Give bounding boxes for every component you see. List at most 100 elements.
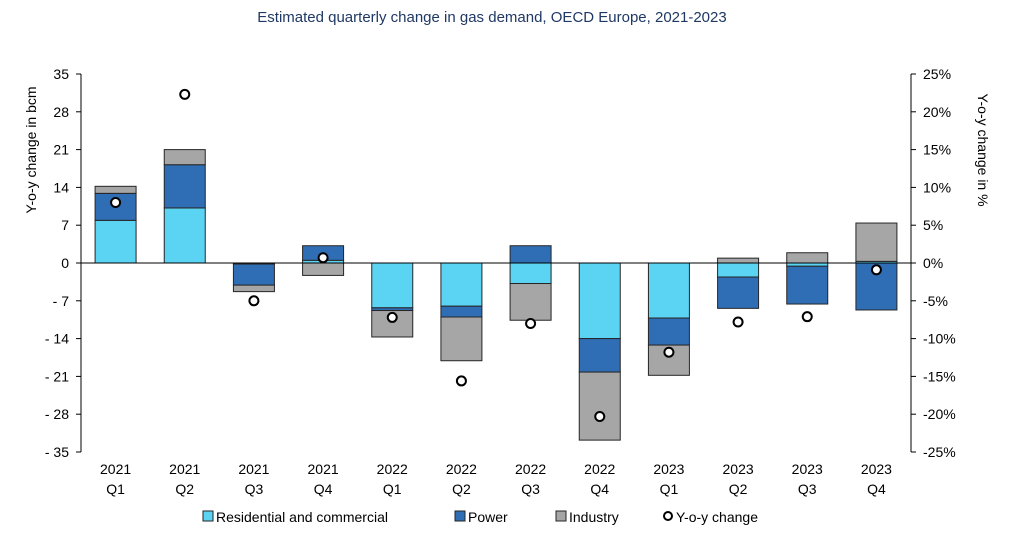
left-tick-label: 21 (53, 142, 69, 158)
x-tick-label-quarter: Q1 (660, 481, 679, 497)
yoy-point (525, 317, 537, 329)
legend-swatch (555, 510, 567, 522)
right-tick-label: 25% (923, 66, 951, 82)
x-tick-label-year: 2022 (446, 461, 477, 477)
x-tick-label-quarter: Q3 (245, 481, 264, 497)
bar-segment (717, 262, 760, 278)
yoy-point (801, 311, 813, 323)
legend-swatch (202, 510, 214, 522)
chart-title: Estimated quarterly change in gas demand… (257, 9, 726, 26)
right-axis-ticks: 25% 20% 15% 10% 5% 0% -5% -10% -15% -20% -25% (911, 66, 956, 460)
x-tick-label-quarter: Q3 (798, 481, 817, 497)
y-axis-label: Y-o-y change in bcm (23, 86, 39, 213)
left-tick-label: - 14 (45, 331, 69, 347)
right-tick-label: 5% (923, 217, 943, 233)
x-tick-label-quarter: Q4 (590, 481, 609, 497)
left-axis-ticks: 35 28 21 14 7 0 - 7 - 14 - 21 - 28 - 35 (45, 66, 81, 460)
bar-segment (440, 262, 483, 307)
bar-segment (509, 262, 552, 285)
yoy-point (870, 264, 882, 276)
yoy-point (248, 295, 260, 307)
bar-segment (578, 371, 621, 441)
legend: Residential and commercial Power Industry Y… (202, 509, 758, 525)
right-tick-label: 0% (923, 255, 943, 271)
x-tick-label-quarter: Q1 (106, 481, 125, 497)
bar-segment (578, 338, 621, 373)
bar-segment (163, 207, 206, 264)
x-tick-label-year: 2023 (723, 461, 754, 477)
left-tick-label: - 21 (45, 368, 69, 384)
bar-segment (232, 263, 275, 286)
right-tick-label: -10% (923, 331, 956, 347)
left-tick-label: 0 (61, 255, 69, 271)
y2-axis-label: Y-o-y change in % (975, 93, 991, 206)
bar-segment (786, 252, 829, 264)
bar-segment (163, 164, 206, 209)
x-tick-label-year: 2023 (792, 461, 823, 477)
bar-segment (94, 219, 137, 264)
left-tick-label: 28 (53, 104, 69, 120)
yoy-point (110, 197, 122, 209)
legend-swatch (454, 510, 466, 522)
yoy-point (663, 346, 675, 358)
bar-segment (302, 262, 345, 276)
x-tick-label-quarter: Q4 (867, 481, 886, 497)
x-axis-labels: 2021 Q1 2021 Q2 2021 Q3 2021 Q4 2022 Q1 2022 Q2 2022… (100, 461, 892, 497)
yoy-points (110, 88, 882, 422)
right-tick-label: -25% (923, 444, 956, 460)
right-tick-label: -20% (923, 406, 956, 422)
x-tick-label-quarter: Q2 (452, 481, 471, 497)
bar-segment (647, 262, 690, 319)
yoy-point (455, 375, 467, 387)
x-tick-label-year: 2022 (377, 461, 408, 477)
yoy-point (732, 316, 744, 328)
left-tick-label: - 35 (45, 444, 69, 460)
x-tick-label-year: 2023 (861, 461, 892, 477)
bar-segment (509, 245, 552, 264)
right-tick-label: -5% (923, 293, 948, 309)
x-tick-label-year: 2022 (515, 461, 546, 477)
yoy-point (386, 311, 398, 323)
bars-layer (94, 149, 898, 441)
x-tick-label-year: 2021 (169, 461, 200, 477)
legend-label: Industry (569, 509, 619, 525)
yoy-point (317, 252, 329, 264)
bar-segment (786, 265, 829, 305)
x-tick-label-year: 2023 (653, 461, 684, 477)
bar-segment (440, 305, 483, 318)
left-tick-label: - 28 (45, 406, 69, 422)
x-tick-label-year: 2022 (584, 461, 615, 477)
left-tick-label: 14 (53, 179, 69, 195)
x-tick-label-quarter: Q2 (175, 481, 194, 497)
left-tick-label: - 7 (53, 293, 70, 309)
bar-segment (509, 283, 552, 321)
bar-segment (440, 316, 483, 362)
bar-segment (371, 262, 414, 309)
yoy-point (179, 88, 191, 100)
legend-label: Power (468, 509, 508, 525)
x-tick-label-quarter: Q4 (314, 481, 333, 497)
bar-segment (717, 257, 760, 264)
left-tick-label: 7 (61, 217, 69, 233)
bar-segment (717, 276, 760, 309)
bar-segment (163, 149, 206, 166)
x-tick-label-year: 2021 (308, 461, 339, 477)
x-tick-label-quarter: Q3 (521, 481, 540, 497)
x-tick-label-quarter: Q2 (729, 481, 748, 497)
left-tick-label: 35 (53, 66, 69, 82)
bar-segment (578, 262, 621, 340)
legend-marker (663, 511, 673, 521)
right-tick-label: 10% (923, 179, 951, 195)
bar-segment (647, 317, 690, 346)
right-tick-label: 15% (923, 142, 951, 158)
bar-segment (232, 284, 275, 293)
bar-segment (855, 222, 898, 262)
x-tick-label-quarter: Q1 (383, 481, 402, 497)
right-tick-label: 20% (923, 104, 951, 120)
right-tick-label: -15% (923, 368, 956, 384)
x-tick-label-year: 2021 (100, 461, 131, 477)
yoy-point (594, 410, 606, 422)
x-tick-label-year: 2021 (238, 461, 269, 477)
legend-label: Y-o-y change (676, 509, 758, 525)
